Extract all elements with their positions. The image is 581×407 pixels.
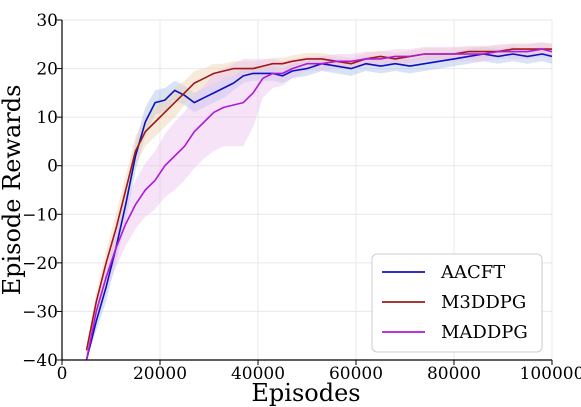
y-tick-label: 30 [36,11,58,31]
tick-labels: 0 20000 40000 60000 80000 100000 −40 −30 −20 −10 0… [22,11,581,384]
y-tick-label: −40 [22,351,58,371]
y-tick-label: −10 [22,205,58,225]
legend-label-m3ddpg: M3DDPG [441,292,526,313]
axes [57,19,553,365]
y-tick-label: 10 [36,108,58,128]
line-m3ddpg [85,48,552,351]
y-tick-label: 0 [47,157,58,177]
x-tick-label: 40000 [231,364,285,384]
line-aacft [85,53,553,361]
x-tick-label: 60000 [329,364,383,384]
band-maddpg [86,41,552,361]
y-axis-title: Episode Rewards [0,85,26,296]
legend-label-aacft: AACFT [440,262,505,283]
y-tick-label: −20 [22,254,58,274]
x-axis-title: Episodes [251,379,360,407]
legend-box [371,253,543,353]
x-tick-label: 20000 [133,364,187,384]
y-tick-label: −30 [22,302,58,322]
x-tick-label: 0 [57,364,68,384]
line-maddpg [85,48,553,361]
x-tick-label: 100000 [520,364,581,384]
legend-label-maddpg: MADDPG [441,322,528,343]
legend: AACFT M3DDPG MADDPG [371,253,543,353]
series-lines [85,48,553,361]
y-tick-label: 20 [36,60,58,80]
confidence-bands [86,41,552,361]
x-tick-label: 80000 [427,364,481,384]
